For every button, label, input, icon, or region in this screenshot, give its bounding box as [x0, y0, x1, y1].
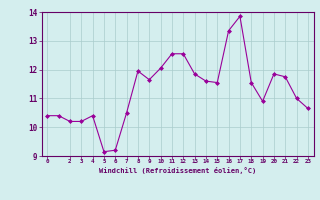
X-axis label: Windchill (Refroidissement éolien,°C): Windchill (Refroidissement éolien,°C) [99, 167, 256, 174]
